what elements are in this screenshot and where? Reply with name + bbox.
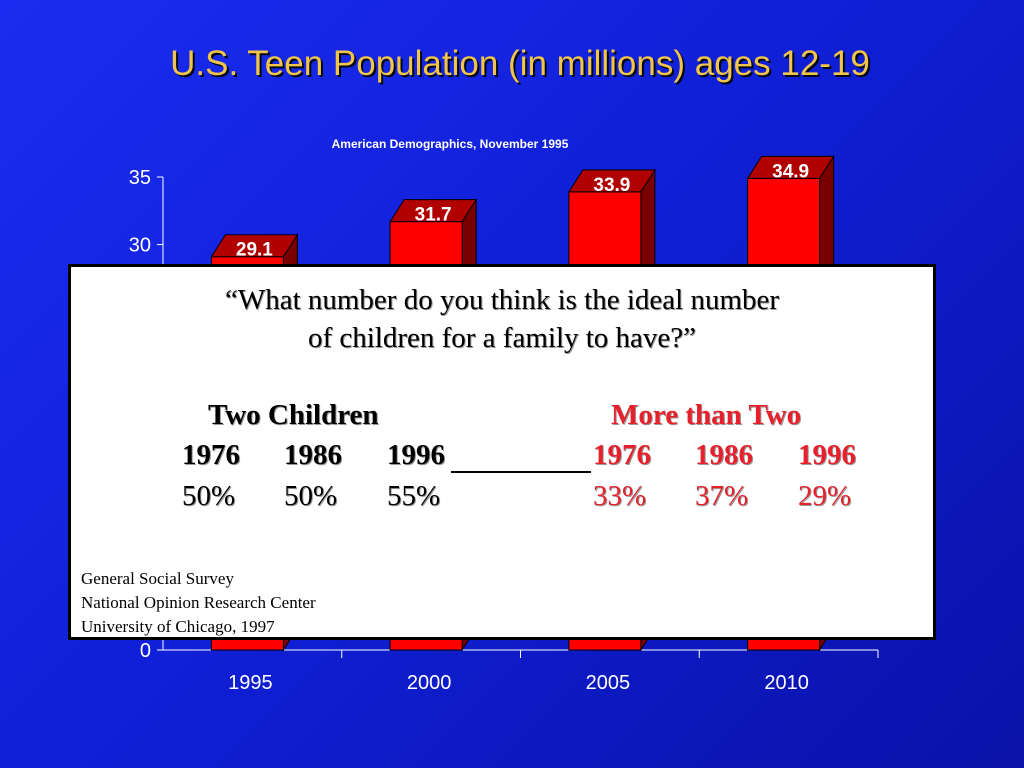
data-label-2000: 31.7 — [415, 205, 452, 226]
two-children-year-1996: 1996 — [387, 439, 445, 471]
x-tick-label-1995: 1995 — [228, 672, 273, 694]
header-underline — [451, 471, 591, 473]
y-tick-label-35: 35 — [129, 167, 151, 189]
two-children-year-1986: 1986 — [284, 439, 342, 471]
survey-question-line-1: “What number do you think is the ideal n… — [224, 284, 780, 316]
more-than-two-heading: More than Two — [611, 399, 802, 431]
data-label-2005: 33.9 — [593, 175, 630, 196]
two-children-year-1976: 1976 — [182, 439, 240, 471]
more-than-two-year-1996: 1996 — [798, 439, 856, 471]
more-than-two-pct-1976: 33% — [593, 480, 647, 512]
x-tick-label-2010: 2010 — [764, 672, 809, 694]
bar-top-2010 — [746, 155, 835, 179]
slide-title: U.S. Teen Population (in millions) ages … — [170, 44, 870, 83]
survey-question: “What number do you think is the ideal n… — [71, 281, 933, 357]
data-label-2010: 34.9 — [772, 161, 809, 182]
two-children-pct-1986: 50% — [284, 480, 338, 512]
more-than-two-year-1986: 1986 — [695, 439, 753, 471]
source-line-2: National Opinion Research Center — [81, 593, 316, 612]
two-children-pct-1996: 55% — [387, 480, 441, 512]
bar-top-2005 — [567, 169, 656, 193]
y-tick-label-30: 30 — [129, 235, 151, 257]
data-label-1995: 29.1 — [236, 240, 273, 261]
two-children-heading: Two Children — [208, 399, 379, 431]
x-tick-label-2000: 2000 — [407, 672, 452, 694]
chart-subtitle: American Demographics, November 1995 — [331, 137, 569, 151]
survey-overlay-panel: “What number do you think is the ideal n… — [68, 264, 936, 640]
source-citation: General Social Survey National Opinion R… — [81, 567, 316, 639]
bar-top-1995 — [210, 234, 299, 258]
more-than-two-pct-1986: 37% — [695, 480, 749, 512]
y-tick-label-0: 0 — [140, 640, 151, 662]
source-line-1: General Social Survey — [81, 569, 234, 588]
bar-top-2000 — [389, 199, 478, 223]
more-than-two-year-1976: 1976 — [593, 439, 651, 471]
survey-question-line-2: of children for a family to have?” — [307, 322, 697, 354]
source-line-3: University of Chicago, 1997 — [81, 617, 275, 636]
more-than-two-pct-1996: 29% — [798, 480, 852, 512]
x-tick-label-2005: 2005 — [586, 672, 631, 694]
two-children-pct-1976: 50% — [182, 480, 236, 512]
